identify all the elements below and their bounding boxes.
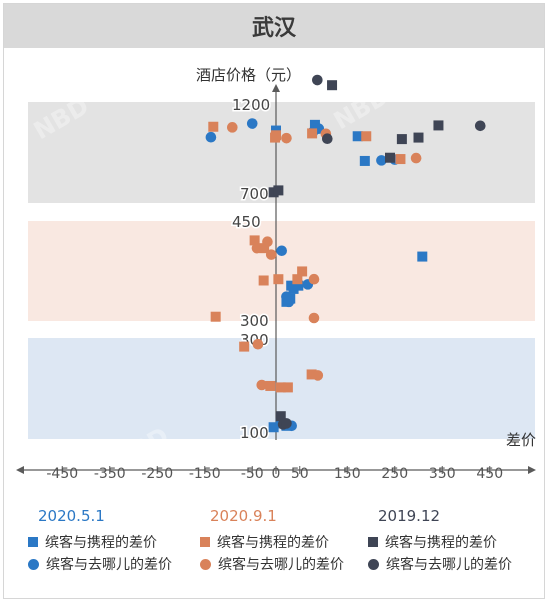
data-point-square xyxy=(239,341,250,352)
legend-item: 缤客与去哪儿的差价 xyxy=(28,553,172,575)
legend-item: 缤客与携程的差价 xyxy=(28,531,172,553)
data-point-square xyxy=(293,280,304,291)
x-tick-label: -450 xyxy=(46,466,78,482)
data-point-circle xyxy=(283,296,295,308)
legend-group-title: 2019.12 xyxy=(378,507,441,525)
square-marker-icon xyxy=(28,537,38,547)
legend-item-label: 缤客与携程的差价 xyxy=(385,535,497,551)
chart-title: 武汉 xyxy=(251,16,296,41)
x-tick-label: -350 xyxy=(94,466,126,482)
x-axis-title: 差价 xyxy=(506,431,536,449)
data-point-circle xyxy=(308,273,320,285)
y-band-label: 700 xyxy=(240,185,269,203)
legend-item-label: 缤客与去哪儿的差价 xyxy=(46,557,172,573)
data-point-square xyxy=(417,251,428,262)
data-point-circle xyxy=(246,118,258,129)
x-tick-label: -50 xyxy=(241,466,264,482)
data-point-square xyxy=(275,411,286,422)
data-point-square xyxy=(307,128,318,139)
data-point-circle xyxy=(251,242,263,254)
data-point-circle xyxy=(276,245,288,257)
data-point-square xyxy=(396,134,407,145)
data-point-square xyxy=(268,422,279,433)
circle-marker-icon xyxy=(28,558,39,570)
x-tick-label: 450 xyxy=(476,466,503,482)
data-point-square xyxy=(385,152,395,163)
data-point-circle xyxy=(227,122,238,133)
x-tick-label: -250 xyxy=(141,466,173,482)
legend-group-2019-12: 2019.12 缤客与携程的差价 缤客与去哪儿的差价 xyxy=(368,505,512,575)
data-point-square xyxy=(292,274,303,285)
y-band-label: 300 xyxy=(240,312,269,330)
data-point-square xyxy=(297,266,308,277)
data-point-circle xyxy=(376,155,387,166)
legend-group-2020-9-1: 2020.9.1 缤客与携程的差价 缤客与去哪儿的差价 xyxy=(200,505,344,575)
y-band-label: 1200 xyxy=(232,96,270,114)
y-axis-title: 酒店价格（元） xyxy=(196,66,301,84)
data-point-circle xyxy=(312,370,324,381)
data-point-circle xyxy=(281,418,292,429)
legend-group-title: 2020.9.1 xyxy=(210,507,277,525)
data-point-square xyxy=(395,154,406,165)
data-point-square xyxy=(352,131,363,142)
data-point-circle xyxy=(281,132,292,144)
data-point-square xyxy=(210,311,221,322)
data-point-square xyxy=(265,380,276,391)
data-point-square xyxy=(273,185,284,196)
legend-item-label: 缤客与去哪儿的差价 xyxy=(218,557,344,573)
x-axis-left-arrow-icon xyxy=(16,466,24,474)
data-point-circle xyxy=(322,133,333,145)
data-point-square xyxy=(327,80,338,91)
chart-header: 武汉 xyxy=(4,4,544,48)
x-axis-right-arrow-icon xyxy=(528,466,536,474)
data-point-circle xyxy=(474,120,486,132)
x-tick-label: 150 xyxy=(334,466,361,482)
legend-item: 缤客与携程的差价 xyxy=(368,531,512,553)
data-point-circle xyxy=(252,338,264,350)
x-tick-label: 250 xyxy=(381,466,408,482)
data-point-square xyxy=(258,275,269,286)
data-point-square xyxy=(273,274,284,285)
legend-group-title: 2020.5.1 xyxy=(38,507,105,525)
y-band-label: 450 xyxy=(232,213,261,231)
y-band-label: 100 xyxy=(240,424,269,442)
data-point-square xyxy=(359,155,370,166)
y-axis-arrow-icon xyxy=(272,84,280,92)
data-point-square xyxy=(361,131,372,142)
legend-item-label: 缤客与携程的差价 xyxy=(45,535,157,551)
data-point-circle xyxy=(265,249,277,260)
data-point-square xyxy=(275,382,286,393)
data-point-square xyxy=(306,369,317,380)
legend-item: 缤客与去哪儿的差价 xyxy=(200,553,344,575)
circle-marker-icon xyxy=(368,558,379,570)
data-point-square xyxy=(270,132,281,143)
legend-group-2020-5-1: 2020.5.1 缤客与携程的差价 缤客与去哪儿的差价 xyxy=(28,505,172,575)
circle-marker-icon xyxy=(200,558,211,570)
data-point-square xyxy=(259,243,270,254)
x-tick-label: -150 xyxy=(189,466,221,482)
data-point-circle xyxy=(256,379,268,391)
data-point-square xyxy=(249,235,260,246)
x-tick-label: 50 xyxy=(291,466,309,482)
data-point-circle xyxy=(262,236,273,247)
data-point-circle xyxy=(308,312,320,324)
data-point-circle xyxy=(312,74,323,86)
data-point-circle xyxy=(205,131,217,143)
legend-item: 缤客与去哪儿的差价 xyxy=(368,553,512,575)
data-point-square xyxy=(309,119,320,130)
data-point-square xyxy=(208,121,219,132)
square-marker-icon xyxy=(200,537,210,547)
legend-item: 缤客与携程的差价 xyxy=(200,531,344,553)
data-point-square xyxy=(413,132,424,143)
square-marker-icon xyxy=(368,537,378,547)
legend-item-label: 缤客与去哪儿的差价 xyxy=(386,557,512,573)
data-point-square xyxy=(282,382,293,393)
data-point-square xyxy=(433,120,444,131)
x-tick-label: 350 xyxy=(429,466,456,482)
data-point-circle xyxy=(410,152,422,164)
legend: 2020.5.1 缤客与携程的差价 缤客与去哪儿的差价 2020.9.1 缤客与… xyxy=(0,505,550,600)
x-tick-label: 0 xyxy=(272,466,281,482)
legend-item-label: 缤客与携程的差价 xyxy=(217,535,329,551)
